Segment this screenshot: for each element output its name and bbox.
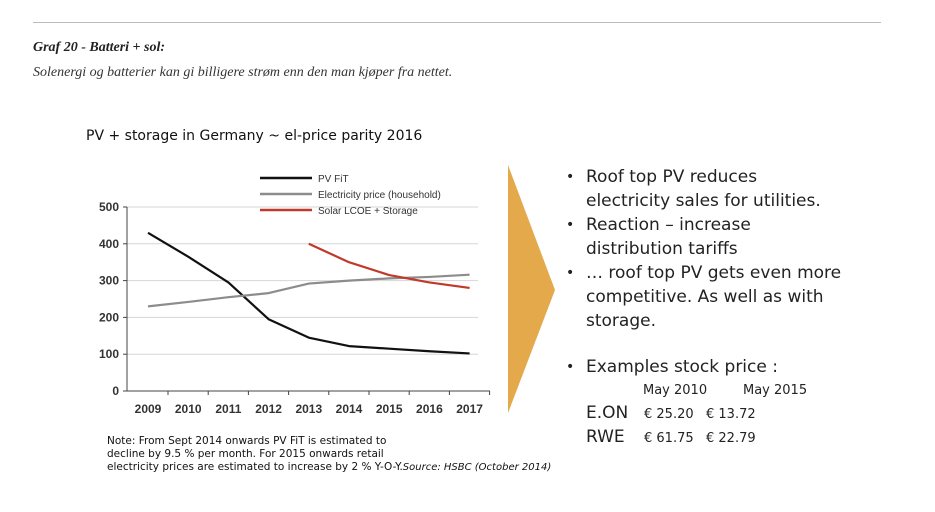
figure-title: Graf 20 - Batteri + sol: [33,40,166,55]
note-line: Note: From Sept 2014 onwards PV FiT is e… [107,435,387,447]
price-2010: € 25.20 [644,407,694,422]
company-name: RWE [586,427,625,447]
x-tick-label: 2009 [135,402,162,416]
figure-subtitle: Solenergi og batterier kan gi billigere … [33,65,453,80]
chart-note: Note: From Sept 2014 onwards PV FiT is e… [107,435,551,474]
company-name: E.ON [586,403,629,423]
x-tick-label: 2016 [416,402,443,416]
price-2015: € 22.79 [706,431,756,446]
price-2015: € 13.72 [706,407,756,422]
note-line: electricity prices are estimated to incr… [107,461,551,474]
note-line: decline by 9.5 % per month. For 2015 onw… [107,448,384,460]
x-tick-label: 2015 [376,402,403,416]
y-tick-label: 100 [99,347,119,361]
arrow-chevron-icon [508,165,555,413]
source: Source: HSBC (October 2014) [402,462,552,473]
series-line-1 [147,273,470,308]
x-tick-label: 2017 [456,402,483,416]
divider [33,22,881,23]
bullet-item: Examples stock price : [566,355,841,379]
column-header: May 2010 [643,383,708,398]
y-tick-label: 500 [99,200,119,214]
chart-title: PV + storage in Germany ~ el-price parit… [86,128,423,144]
y-tick-label: 200 [99,310,119,324]
column-header: May 2015 [743,383,808,398]
y-tick-label: 0 [112,384,119,398]
price-2010: € 61.75 [644,431,694,446]
x-tick-label: 2014 [336,402,363,416]
x-tick-label: 2013 [295,402,322,416]
note-line-text: electricity prices are estimated to incr… [107,461,403,473]
legend-label: PV FiT [318,174,349,185]
legend-label: Solar LCOE + Storage [318,206,418,217]
series-line-0 [147,231,470,355]
x-tick-label: 2012 [255,402,282,416]
x-tick-label: 2011 [215,402,241,416]
y-tick-label: 400 [99,237,119,251]
bullet-item: … roof top PV gets even morecompetitive.… [566,261,841,333]
y-tick-label: 300 [99,274,119,288]
x-tick-label: 2010 [175,402,202,416]
legend-label: Electricity price (household) [318,190,441,201]
